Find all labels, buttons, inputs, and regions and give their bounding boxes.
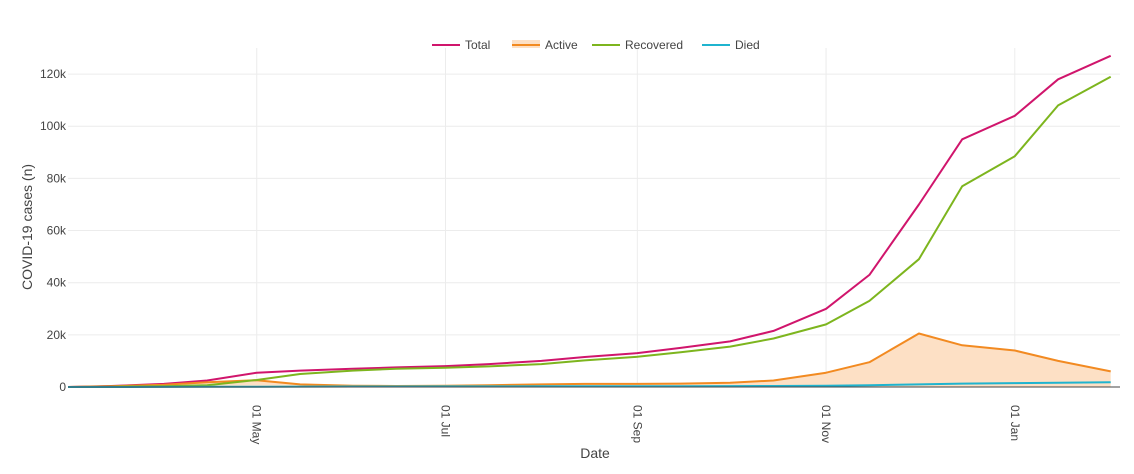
recovered-data-point[interactable] (824, 322, 828, 326)
active-data-point[interactable] (1013, 348, 1017, 352)
total-data-point[interactable] (867, 273, 871, 277)
recovered-data-point[interactable] (394, 367, 398, 371)
y-tick-label: 0 (59, 380, 66, 394)
active-area-fill (68, 333, 1111, 387)
total-series-line (67, 54, 1112, 388)
x-tick-label: 01 May (250, 405, 264, 444)
died-data-point[interactable] (635, 384, 639, 388)
recovered-data-point[interactable] (728, 344, 732, 348)
legend-label: Recovered (625, 38, 683, 52)
recovered-data-point[interactable] (443, 366, 447, 370)
y-tick-label: 120k (40, 67, 67, 81)
y-axis-label: COVID-19 cases (n) (19, 164, 35, 290)
recovered-data-point[interactable] (539, 362, 543, 366)
x-tick-label: 01 Jan (1008, 405, 1022, 441)
recovered-data-point[interactable] (635, 355, 639, 359)
active-data-point[interactable] (771, 378, 775, 382)
y-tick-label: 80k (47, 171, 67, 185)
series-lines (67, 54, 1113, 388)
died-data-point[interactable] (539, 384, 543, 388)
x-tick-label: 01 Sep (630, 405, 644, 443)
died-data-point[interactable] (583, 384, 587, 388)
legend-label: Total (465, 38, 490, 52)
total-data-point[interactable] (824, 307, 828, 311)
legend-item-recovered[interactable]: Recovered (592, 38, 683, 52)
died-data-point[interactable] (960, 381, 964, 385)
total-data-point[interactable] (771, 329, 775, 333)
total-data-point[interactable] (1109, 54, 1113, 58)
died-data-point[interactable] (771, 384, 775, 388)
died-data-point[interactable] (678, 384, 682, 388)
died-data-point[interactable] (1056, 381, 1060, 385)
area-fills (68, 333, 1111, 387)
recovered-data-point[interactable] (960, 184, 964, 188)
total-data-point[interactable] (960, 137, 964, 141)
total-data-point[interactable] (678, 346, 682, 350)
total-data-point[interactable] (255, 371, 259, 375)
total-data-point[interactable] (1013, 114, 1017, 118)
total-data-point[interactable] (728, 339, 732, 343)
died-data-point[interactable] (1109, 380, 1113, 384)
active-data-point[interactable] (960, 343, 964, 347)
y-tick-label: 60k (47, 224, 67, 238)
recovered-data-point[interactable] (1013, 154, 1017, 158)
x-tick-label: 01 Jul (438, 405, 452, 437)
recovered-data-point[interactable] (487, 364, 491, 368)
recovered-series-line (67, 75, 1112, 388)
x-tick-labels: 01 May 01 Jul 01 Sep 01 Nov 01 Jan (250, 405, 1022, 444)
legend-item-total[interactable]: Total (432, 38, 490, 52)
active-data-point[interactable] (1109, 369, 1113, 373)
legend-label: Active (545, 38, 578, 52)
recovered-data-point[interactable] (351, 368, 355, 372)
active-data-point[interactable] (1056, 359, 1060, 363)
active-data-point[interactable] (867, 360, 871, 364)
y-tick-label: 20k (47, 328, 67, 342)
total-data-point[interactable] (1056, 77, 1060, 81)
recovered-data-point[interactable] (771, 336, 775, 340)
recovered-data-point[interactable] (1056, 103, 1060, 107)
x-axis-label: Date (580, 445, 610, 461)
active-data-point[interactable] (824, 371, 828, 375)
x-tick-label: 01 Nov (819, 405, 833, 443)
grid (68, 48, 1120, 387)
legend-label: Died (735, 38, 760, 52)
recovered-data-point[interactable] (583, 358, 587, 362)
recovered-data-point[interactable] (678, 350, 682, 354)
recovered-data-point[interactable] (1109, 75, 1113, 79)
y-tick-label: 100k (40, 119, 67, 133)
y-tick-labels: 0 20k 40k 60k 80k 100k 120k (40, 67, 67, 394)
died-data-point[interactable] (487, 384, 491, 388)
recovered-data-point[interactable] (255, 378, 259, 382)
legend[interactable]: Total Active Recovered Died (432, 38, 760, 52)
legend-item-active[interactable]: Active (512, 38, 578, 52)
died-data-point[interactable] (917, 382, 921, 386)
legend-item-died[interactable]: Died (702, 38, 760, 52)
y-tick-label: 40k (47, 276, 67, 290)
total-data-point[interactable] (917, 202, 921, 206)
active-data-point[interactable] (917, 331, 921, 335)
recovered-data-point[interactable] (867, 299, 871, 303)
died-data-point[interactable] (443, 384, 447, 388)
died-data-point[interactable] (728, 384, 732, 388)
recovered-data-point[interactable] (298, 372, 302, 376)
recovered-data-point[interactable] (917, 257, 921, 261)
died-data-point[interactable] (1013, 381, 1017, 385)
